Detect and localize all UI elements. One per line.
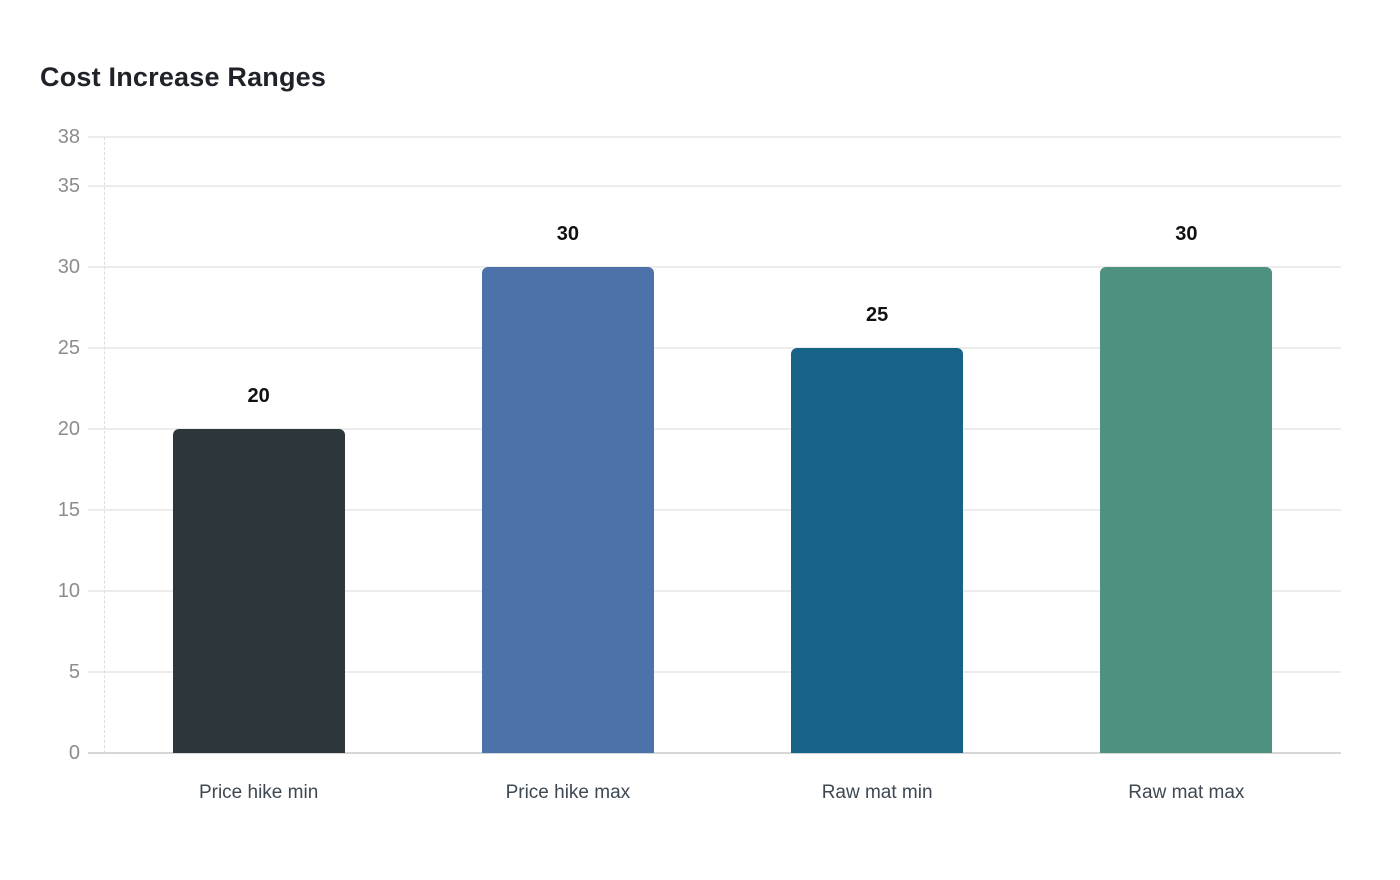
y-axis-tick-label: 15: [57, 498, 80, 521]
y-axis-tick-label: 20: [57, 417, 80, 440]
y-axis-line: [104, 137, 105, 753]
chart-title: Cost Increase Ranges: [40, 62, 327, 92]
y-axis-tick-label: 38: [57, 126, 80, 148]
gridline: [88, 184, 1341, 187]
y-axis-tick-label: 10: [57, 579, 80, 602]
y-axis-tick-label: 5: [68, 660, 80, 683]
gridline: [88, 136, 1341, 138]
bar-value-label-raw-mat-max: 30: [1175, 222, 1198, 245]
x-axis-category-label-raw-mat-min: Raw mat min: [821, 782, 933, 803]
y-axis-tick-label: 35: [57, 174, 80, 197]
gridline: [88, 508, 1341, 511]
bar-price-hike-min: [172, 428, 345, 753]
y-axis-tick-label: 0: [68, 742, 80, 764]
gridline: [88, 346, 1341, 349]
x-axis-line: [88, 752, 1341, 754]
gridline: [88, 427, 1341, 430]
gridline: [88, 670, 1341, 673]
x-axis-category-label-raw-mat-max: Raw mat max: [1128, 782, 1245, 803]
x-axis-category-label-price-hike-min: Price hike min: [198, 782, 319, 803]
bar-raw-mat-max: [1100, 266, 1273, 753]
y-axis-tick-label: 25: [57, 336, 80, 359]
bar-raw-mat-min: [791, 347, 964, 753]
y-axis-tick-label: 30: [57, 255, 80, 278]
bar-value-label-price-hike-max: 30: [556, 222, 579, 245]
bar-value-label-price-hike-min: 20: [247, 384, 270, 407]
bar-value-label-raw-mat-min: 25: [866, 303, 889, 326]
gridline: [88, 265, 1341, 268]
gridline: [88, 589, 1341, 592]
x-axis-category-label-price-hike-max: Price hike max: [505, 782, 631, 803]
bar-price-hike-max: [481, 266, 654, 753]
